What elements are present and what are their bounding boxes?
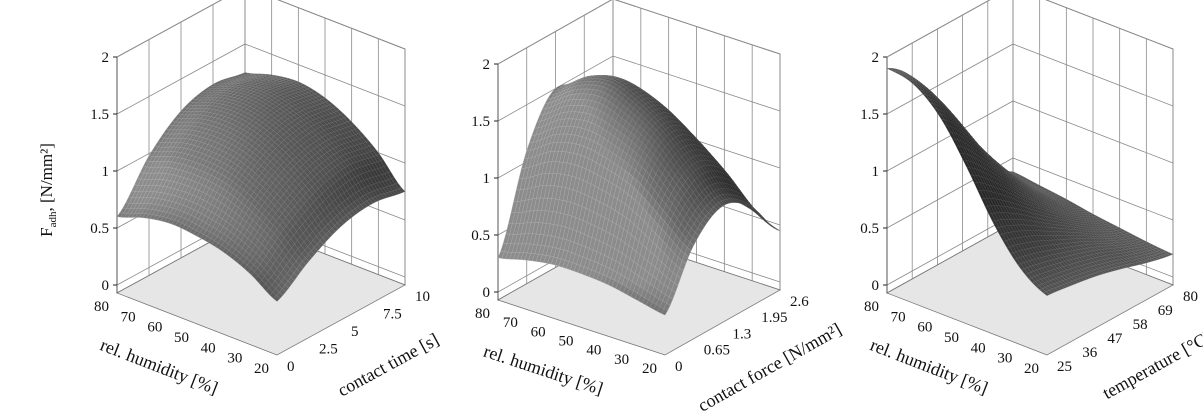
z-tick-label: 1 [483,171,491,187]
x-tick-label: 60 [531,324,546,340]
x-tick-label: 30 [614,352,629,368]
surface-plot-humidity-temperature: 00.511.5220304050607080253647586980rel. … [860,0,1203,403]
x-tick-label: 20 [254,361,269,377]
z-tick-label: 0.5 [860,221,879,237]
z-tick-label: 1.5 [471,114,490,130]
z-axis-title-sub: adh [47,211,59,227]
z-tick-label: 0 [102,278,110,294]
z-tick-label: 1 [872,164,880,180]
x-tick-label: 20 [642,361,657,377]
z-axis-title: Fadh, [N/mm²] [37,143,59,237]
x-tick-label: 30 [227,351,242,367]
z-tick-label: 0 [483,285,491,301]
surface-mesh [116,72,406,302]
x-tick-label: 80 [94,299,109,315]
y-tick-label: 0 [675,359,683,375]
x-tick-label: 50 [174,330,189,346]
wall-gridline [116,0,406,58]
x-tick-label: 80 [475,306,490,322]
y-tick-label: 2.6 [790,294,809,310]
y-tick-label: 5 [351,324,359,340]
y-axis-title: contact force [N/mm²] [694,319,844,415]
z-tick-label: 0.5 [471,228,490,244]
y-tick-label: 10 [415,289,430,305]
z-axis-title-main: F [37,227,56,236]
wall-gridline [116,43,406,115]
z-tick-label: 0.5 [90,221,109,237]
z-axis-title-unit: , [N/mm²] [37,143,56,211]
z-tick-label: 2 [483,57,491,73]
z-tick-label: 0 [872,278,880,294]
z-tick-label: 1.5 [90,107,109,123]
x-tick-label: 40 [201,340,216,356]
x-tick-label: 60 [147,320,162,336]
z-tick-label: 1.5 [860,107,879,123]
y-tick-label: 0.65 [704,343,730,359]
x-tick-label: 70 [503,315,518,331]
surface-plot-humidity-contact-force: 00.511.522030405060708000.651.31.952.6re… [471,0,845,415]
x-tick-label: 50 [559,333,574,349]
y-tick-label: 1.3 [733,326,752,342]
y-tick-label: 7.5 [383,306,402,322]
y-tick-label: 2.5 [319,341,338,357]
x-tick-label: 70 [121,309,136,325]
y-tick-label: 0 [287,359,295,375]
z-tick-label: 2 [872,50,880,66]
y-tick-label: 1.95 [761,310,787,326]
x-tick-label: 40 [586,343,601,359]
z-tick-label: 1 [102,164,110,180]
z-tick-label: 2 [102,50,110,66]
